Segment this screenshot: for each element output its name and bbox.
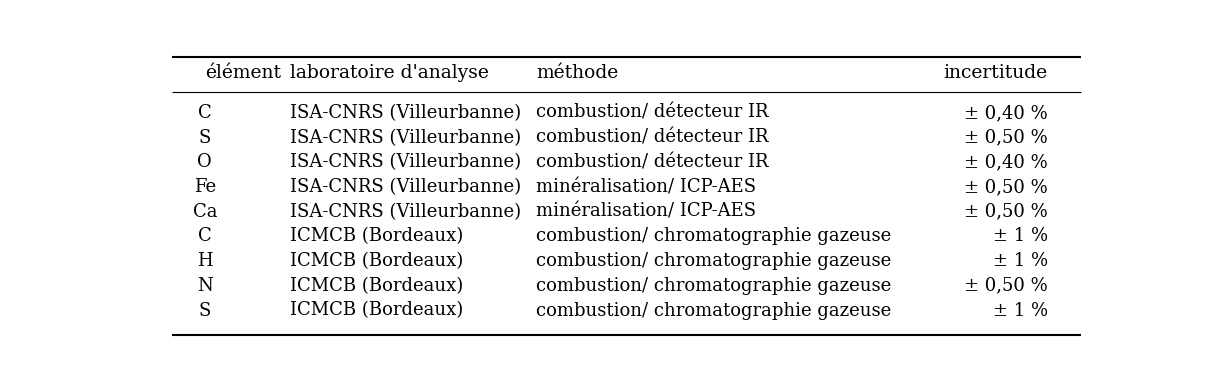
- Text: C: C: [198, 104, 211, 122]
- Text: méthode: méthode: [536, 64, 618, 82]
- Text: ± 0,50 %: ± 0,50 %: [964, 277, 1047, 295]
- Text: ± 0,50 %: ± 0,50 %: [964, 203, 1047, 221]
- Text: N: N: [197, 277, 213, 295]
- Text: ISA-CNRS (Villeurbanne): ISA-CNRS (Villeurbanne): [290, 153, 522, 171]
- Text: ± 1 %: ± 1 %: [992, 252, 1047, 270]
- Text: combustion/ chromatographie gazeuse: combustion/ chromatographie gazeuse: [536, 228, 892, 245]
- Text: C: C: [198, 228, 211, 245]
- Text: ICMCB (Bordeaux): ICMCB (Bordeaux): [290, 252, 463, 270]
- Text: ISA-CNRS (Villeurbanne): ISA-CNRS (Villeurbanne): [290, 104, 522, 122]
- Text: combustion/ chromatographie gazeuse: combustion/ chromatographie gazeuse: [536, 277, 892, 295]
- Text: ± 0,50 %: ± 0,50 %: [964, 129, 1047, 147]
- Text: ± 0,50 %: ± 0,50 %: [964, 178, 1047, 196]
- Text: ICMCB (Bordeaux): ICMCB (Bordeaux): [290, 277, 463, 295]
- Text: minéralisation/ ICP-AES: minéralisation/ ICP-AES: [536, 178, 756, 196]
- Text: incertitude: incertitude: [943, 64, 1047, 82]
- Text: combustion/ détecteur IR: combustion/ détecteur IR: [536, 153, 769, 171]
- Text: O: O: [198, 153, 213, 171]
- Text: combustion/ détecteur IR: combustion/ détecteur IR: [536, 129, 769, 147]
- Text: ± 1 %: ± 1 %: [992, 228, 1047, 245]
- Text: ± 1 %: ± 1 %: [992, 301, 1047, 320]
- Text: ICMCB (Bordeaux): ICMCB (Bordeaux): [290, 301, 463, 320]
- Text: ± 0,40 %: ± 0,40 %: [964, 104, 1047, 122]
- Text: ICMCB (Bordeaux): ICMCB (Bordeaux): [290, 228, 463, 245]
- Text: S: S: [199, 301, 211, 320]
- Text: H: H: [197, 252, 213, 270]
- Text: S: S: [199, 129, 211, 147]
- Text: Ca: Ca: [193, 203, 218, 221]
- Text: laboratoire d'analyse: laboratoire d'analyse: [290, 64, 489, 82]
- Text: combustion/ chromatographie gazeuse: combustion/ chromatographie gazeuse: [536, 301, 892, 320]
- Text: minéralisation/ ICP-AES: minéralisation/ ICP-AES: [536, 203, 756, 221]
- Text: combustion/ détecteur IR: combustion/ détecteur IR: [536, 104, 769, 122]
- Text: ± 0,40 %: ± 0,40 %: [964, 153, 1047, 171]
- Text: combustion/ chromatographie gazeuse: combustion/ chromatographie gazeuse: [536, 252, 892, 270]
- Text: élément: élément: [205, 64, 281, 82]
- Text: ISA-CNRS (Villeurbanne): ISA-CNRS (Villeurbanne): [290, 178, 522, 196]
- Text: ISA-CNRS (Villeurbanne): ISA-CNRS (Villeurbanne): [290, 129, 522, 147]
- Text: Fe: Fe: [194, 178, 216, 196]
- Text: ISA-CNRS (Villeurbanne): ISA-CNRS (Villeurbanne): [290, 203, 522, 221]
